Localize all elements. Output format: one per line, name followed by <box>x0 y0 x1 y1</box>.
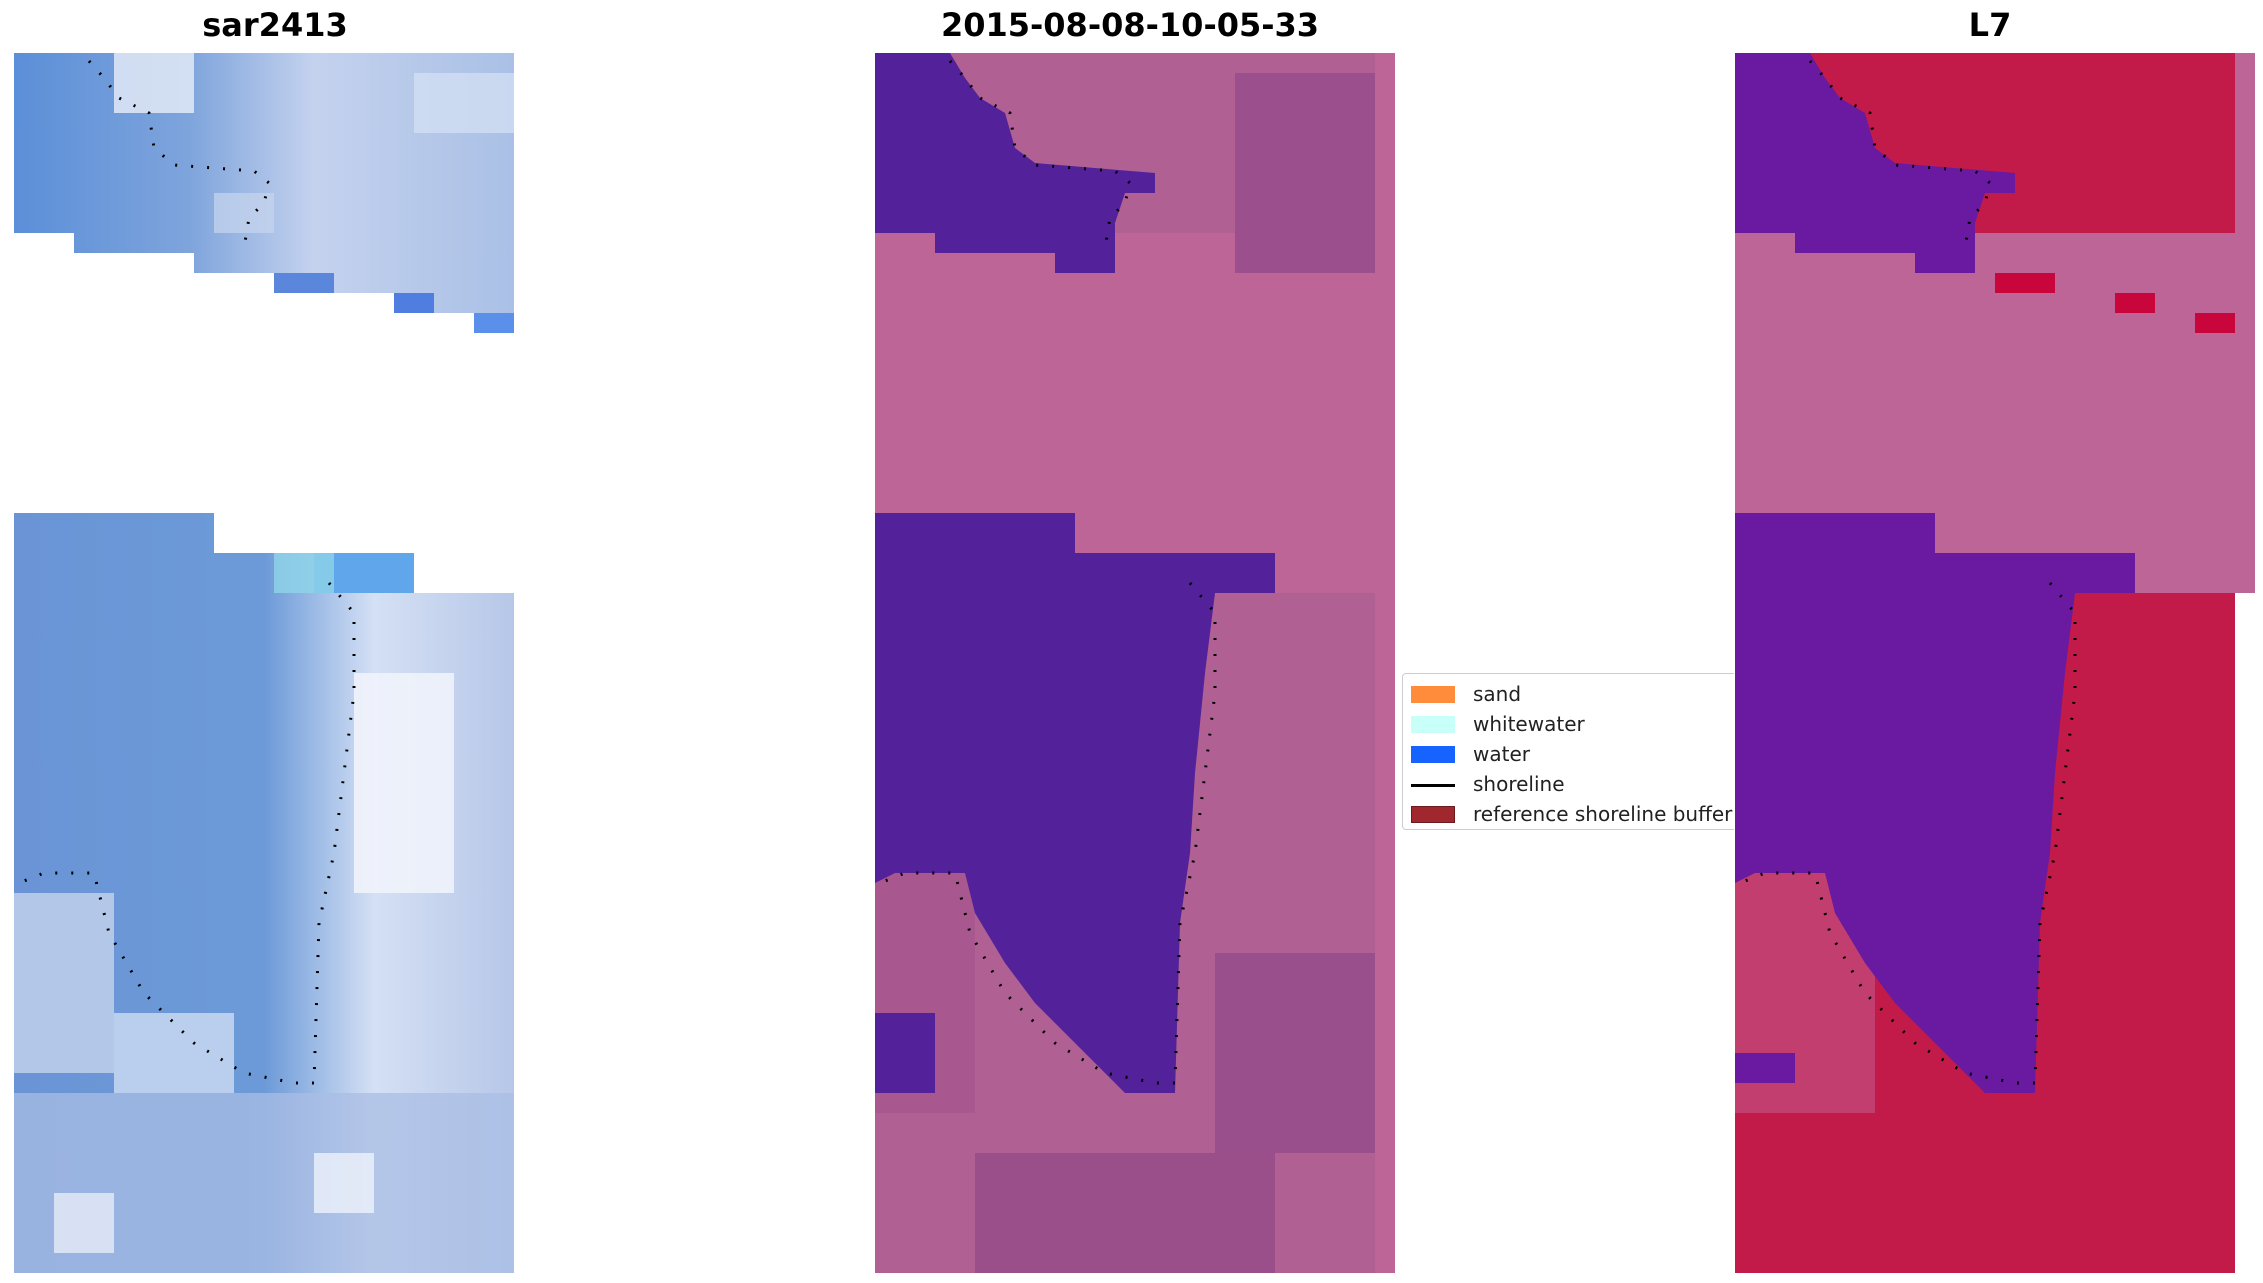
legend-occluder <box>1735 660 1755 840</box>
rgb-image-panel <box>14 53 514 1273</box>
legend: sand whitewater water shoreline referenc… <box>1402 673 1734 830</box>
panel-title-rgb: sar2413 <box>202 6 348 44</box>
l7-water-bottom <box>1735 513 2135 1093</box>
l7-image-panel <box>1735 53 2255 1273</box>
classified-water-top <box>875 53 1155 273</box>
l7-water-top <box>1735 53 2015 273</box>
legend-clip: sand whitewater water shoreline referenc… <box>1402 660 1734 840</box>
panel-title-mndwi: L7 <box>1968 6 2012 44</box>
panel-title-classified: 2015-08-08-10-05-33 <box>940 6 1320 44</box>
classified-water-bottom <box>875 513 1275 1093</box>
classified-image-panel <box>875 53 1395 1273</box>
